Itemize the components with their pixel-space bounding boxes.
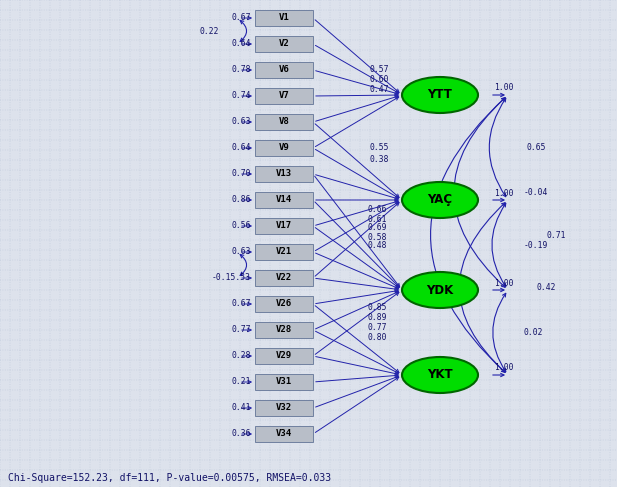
Text: YTT: YTT	[428, 89, 452, 101]
Text: 0.48: 0.48	[368, 242, 387, 250]
Text: 0.74: 0.74	[231, 92, 251, 100]
Text: V32: V32	[276, 404, 292, 412]
Text: 0.36: 0.36	[231, 430, 251, 438]
Text: 0.77: 0.77	[231, 325, 251, 335]
FancyBboxPatch shape	[255, 374, 313, 390]
Text: 0.02: 0.02	[523, 328, 543, 337]
Text: 0.71: 0.71	[546, 230, 566, 240]
Text: V7: V7	[279, 92, 289, 100]
Text: 0.86: 0.86	[231, 195, 251, 205]
Text: 0.63: 0.63	[231, 247, 251, 257]
Text: YDK: YDK	[426, 283, 453, 297]
FancyBboxPatch shape	[255, 322, 313, 338]
Ellipse shape	[402, 357, 478, 393]
FancyBboxPatch shape	[255, 88, 313, 104]
Text: V2: V2	[279, 39, 289, 49]
Text: 0.38: 0.38	[370, 155, 389, 165]
FancyBboxPatch shape	[255, 192, 313, 208]
Text: 1.00: 1.00	[494, 83, 513, 93]
FancyBboxPatch shape	[255, 400, 313, 416]
FancyBboxPatch shape	[255, 426, 313, 442]
Text: 0.78: 0.78	[231, 65, 251, 75]
Text: 0.41: 0.41	[231, 404, 251, 412]
Text: 0.80: 0.80	[368, 333, 387, 341]
Text: 0.66: 0.66	[368, 206, 387, 214]
FancyBboxPatch shape	[255, 10, 313, 26]
FancyBboxPatch shape	[255, 166, 313, 182]
Text: 0.63: 0.63	[231, 117, 251, 127]
Text: V26: V26	[276, 300, 292, 308]
Text: 0.67: 0.67	[231, 14, 251, 22]
FancyBboxPatch shape	[255, 36, 313, 52]
Text: V1: V1	[279, 14, 289, 22]
Text: 0.70: 0.70	[231, 169, 251, 179]
Text: Chi-Square=152.23, df=111, P-value=0.00575, RMSEA=0.033: Chi-Square=152.23, df=111, P-value=0.005…	[8, 473, 331, 483]
Text: V31: V31	[276, 377, 292, 387]
Text: V28: V28	[276, 325, 292, 335]
Text: 0.65: 0.65	[526, 143, 546, 152]
Text: 0.61: 0.61	[368, 214, 387, 224]
Text: 0.55: 0.55	[370, 144, 389, 152]
Text: 0.57: 0.57	[370, 65, 389, 75]
Text: V9: V9	[279, 144, 289, 152]
Text: 0.85: 0.85	[368, 302, 387, 312]
Text: 1.00: 1.00	[494, 363, 513, 373]
Text: V22: V22	[276, 274, 292, 282]
Text: 0.21: 0.21	[231, 377, 251, 387]
FancyBboxPatch shape	[255, 140, 313, 156]
Text: -0.04: -0.04	[524, 188, 548, 197]
Text: V34: V34	[276, 430, 292, 438]
Text: 1.00: 1.00	[494, 279, 513, 287]
Ellipse shape	[402, 77, 478, 113]
Text: 0.60: 0.60	[370, 75, 389, 85]
FancyBboxPatch shape	[255, 244, 313, 260]
Text: V13: V13	[276, 169, 292, 179]
Text: 0.28: 0.28	[231, 352, 251, 360]
Text: 0.47: 0.47	[370, 86, 389, 94]
Text: 0.42: 0.42	[536, 283, 556, 292]
Text: 0.64: 0.64	[231, 39, 251, 49]
Text: 0.89: 0.89	[368, 313, 387, 321]
Text: -0.19: -0.19	[524, 241, 548, 249]
Text: V8: V8	[279, 117, 289, 127]
Text: V6: V6	[279, 65, 289, 75]
Text: YAÇ: YAÇ	[428, 193, 452, 206]
Text: 0.69: 0.69	[368, 224, 387, 232]
Text: -0.15.53: -0.15.53	[212, 274, 251, 282]
FancyBboxPatch shape	[255, 348, 313, 364]
FancyBboxPatch shape	[255, 270, 313, 286]
Ellipse shape	[402, 272, 478, 308]
FancyBboxPatch shape	[255, 114, 313, 130]
Text: 0.22: 0.22	[200, 26, 220, 36]
Text: V21: V21	[276, 247, 292, 257]
Ellipse shape	[402, 182, 478, 218]
Text: 0.77: 0.77	[368, 322, 387, 332]
Text: V14: V14	[276, 195, 292, 205]
Text: 0.64: 0.64	[231, 144, 251, 152]
Text: 1.00: 1.00	[494, 188, 513, 198]
Text: V17: V17	[276, 222, 292, 230]
Text: 0.56: 0.56	[231, 222, 251, 230]
Text: YKT: YKT	[427, 369, 453, 381]
Text: 0.58: 0.58	[368, 232, 387, 242]
Text: V29: V29	[276, 352, 292, 360]
Text: 0.67: 0.67	[231, 300, 251, 308]
FancyBboxPatch shape	[255, 218, 313, 234]
FancyBboxPatch shape	[255, 62, 313, 78]
FancyBboxPatch shape	[255, 296, 313, 312]
